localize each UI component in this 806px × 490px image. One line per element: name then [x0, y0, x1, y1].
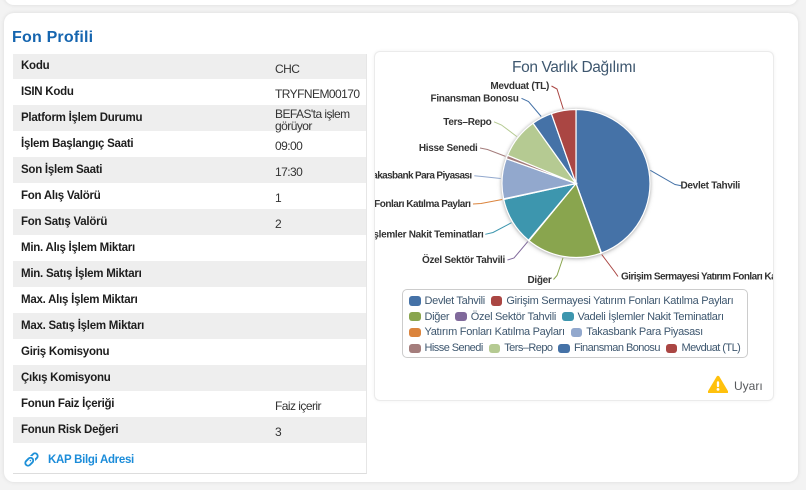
svg-text:Takasbank Para Piyasası: Takasbank Para Piyasası: [375, 171, 472, 182]
svg-text:Devlet Tahvili: Devlet Tahvili: [681, 181, 741, 192]
svg-text:Ters–Repo: Ters–Repo: [443, 117, 491, 128]
svg-text:Mevduat (TL): Mevduat (TL): [490, 81, 549, 92]
svg-text:Girişim Sermayesi Yatırım Fonl: Girişim Sermayesi Yatırım Fonları Katılm…: [621, 272, 774, 283]
svg-text:Yatırım Fonları Katılma Paylar: Yatırım Fonları Katılma Payları: [375, 199, 471, 210]
svg-text:Diğer: Diğer: [527, 275, 551, 286]
svg-text:Özel Sektör Tahvili: Özel Sektör Tahvili: [422, 253, 506, 266]
svg-text:Vadeli İşlemler Nakit Teminatl: Vadeli İşlemler Nakit Teminatları: [375, 227, 484, 240]
svg-text:Finansman Bonosu: Finansman Bonosu: [431, 93, 519, 104]
svg-text:Hisse Senedi: Hisse Senedi: [419, 143, 478, 154]
